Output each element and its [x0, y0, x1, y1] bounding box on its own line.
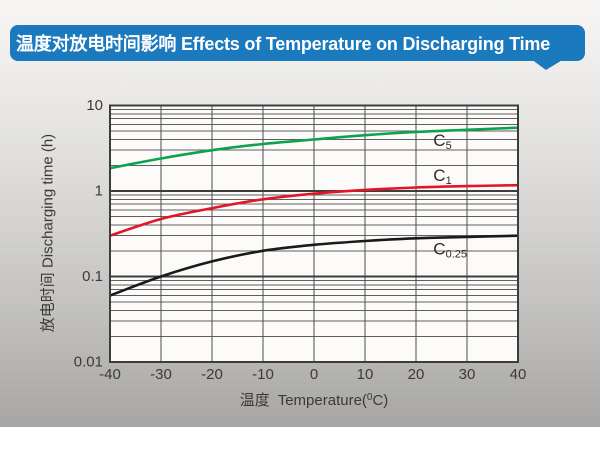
x-tick-label: 0: [310, 366, 318, 383]
x-tick-label: -30: [150, 366, 172, 383]
curve-c0-25: [110, 234, 518, 297]
curve-label-c1: C1: [433, 166, 451, 187]
curve-c1: [110, 183, 518, 237]
x-tick-label: -40: [99, 366, 121, 383]
y-tick-label: 0.01: [74, 354, 103, 371]
plot-border: [109, 104, 519, 363]
degree-superscript: 0: [366, 392, 373, 403]
y-tick-label: 10: [86, 97, 103, 114]
x-tick-label: 40: [510, 366, 527, 383]
y-tick-label: 1: [95, 183, 103, 200]
x-tick-label: 10: [357, 366, 374, 383]
chart-title: 温度对放电时间影响 Effects of Temperature on Disc…: [16, 34, 551, 54]
y-axis-title: 放电时间 Discharging time (h): [39, 133, 57, 333]
curve-label-c5: C5: [433, 131, 451, 152]
x-axis-title-en: Temperature(: [277, 392, 367, 409]
curve-c5: [110, 126, 518, 170]
x-axis-title: 温度 Temperature(0C): [110, 389, 518, 410]
x-tick-label: 20: [408, 366, 425, 383]
x-tick-label: -20: [201, 366, 223, 383]
x-axis-title-cjk: 温度: [239, 392, 270, 409]
curve-label-c0-25: C0.25: [433, 240, 467, 261]
x-axis-title-close: C): [372, 392, 389, 409]
y-tick-label: 0.1: [82, 268, 103, 285]
x-tick-label: -10: [252, 366, 274, 383]
title-banner: 温度对放电时间影响 Effects of Temperature on Disc…: [10, 25, 585, 61]
x-tick-label: 30: [459, 366, 476, 383]
